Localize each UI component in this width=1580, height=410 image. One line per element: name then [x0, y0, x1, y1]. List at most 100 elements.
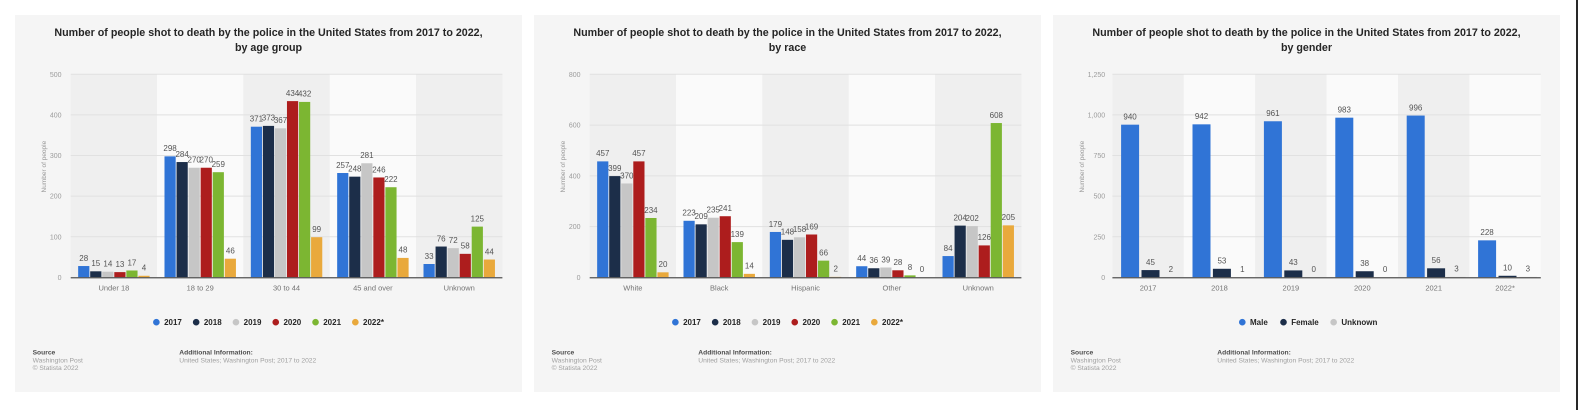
svg-text:Unknown: Unknown [1341, 318, 1377, 327]
svg-text:2017: 2017 [683, 318, 701, 327]
svg-text:500: 500 [1094, 194, 1106, 201]
svg-text:600: 600 [569, 123, 581, 130]
svg-text:Number of people: Number of people [560, 140, 567, 192]
svg-text:99: 99 [312, 225, 321, 234]
svg-text:Unknown: Unknown [444, 284, 475, 293]
svg-text:66: 66 [819, 248, 828, 257]
svg-text:2020: 2020 [283, 318, 301, 327]
svg-text:2022*: 2022* [363, 318, 385, 327]
svg-text:14: 14 [745, 262, 754, 271]
svg-text:2018: 2018 [204, 318, 222, 327]
svg-text:© Statista 2022: © Statista 2022 [1071, 364, 1117, 372]
svg-text:500: 500 [50, 72, 62, 79]
svg-text:300: 300 [50, 153, 62, 160]
svg-text:Additional Information:: Additional Information: [1217, 350, 1291, 357]
svg-text:Unknown: Unknown [963, 284, 994, 293]
svg-text:43: 43 [1289, 258, 1298, 267]
svg-text:0: 0 [577, 275, 581, 282]
svg-text:Washington Post: Washington Post [33, 357, 83, 364]
svg-text:39: 39 [881, 255, 890, 264]
svg-text:2: 2 [833, 265, 838, 274]
svg-text:United States; Washington Post: United States; Washington Post; 2017 to … [698, 357, 835, 364]
svg-text:371: 371 [250, 115, 264, 124]
svg-text:434: 434 [286, 89, 300, 98]
svg-text:Under 18: Under 18 [98, 284, 129, 293]
svg-text:Source: Source [1071, 350, 1094, 357]
svg-text:© Statista 2022: © Statista 2022 [33, 364, 79, 372]
svg-text:2017: 2017 [164, 318, 182, 327]
svg-text:248: 248 [348, 164, 362, 173]
svg-text:2020: 2020 [802, 318, 820, 327]
svg-text:Washington Post: Washington Post [552, 357, 602, 364]
svg-text:126: 126 [978, 233, 992, 242]
svg-text:139: 139 [731, 230, 745, 239]
svg-text:28: 28 [79, 254, 88, 263]
svg-text:0: 0 [58, 275, 62, 282]
svg-text:400: 400 [569, 173, 581, 180]
svg-text:2017: 2017 [1140, 284, 1157, 293]
svg-text:200: 200 [50, 194, 62, 201]
svg-text:4: 4 [142, 264, 147, 273]
svg-text:Additional Information:: Additional Information: [698, 350, 772, 357]
svg-text:234: 234 [644, 206, 658, 215]
svg-text:1,250: 1,250 [1088, 72, 1106, 79]
svg-text:370: 370 [620, 171, 634, 180]
svg-text:179: 179 [769, 220, 783, 229]
svg-text:200: 200 [569, 224, 581, 231]
svg-text:259: 259 [212, 160, 226, 169]
svg-text:45: 45 [1146, 258, 1155, 267]
svg-text:298: 298 [163, 144, 177, 153]
svg-text:400: 400 [50, 112, 62, 119]
svg-text:by race: by race [769, 42, 806, 54]
svg-text:608: 608 [990, 111, 1004, 120]
svg-text:2019: 2019 [763, 318, 781, 327]
svg-text:2022*: 2022* [1495, 284, 1515, 293]
svg-text:3: 3 [1454, 265, 1459, 274]
svg-text:33: 33 [425, 252, 434, 261]
svg-text:30 to 44: 30 to 44 [273, 284, 300, 293]
svg-text:228: 228 [1480, 228, 1494, 237]
svg-text:Hispanic: Hispanic [791, 284, 820, 293]
svg-text:2: 2 [1169, 265, 1174, 274]
svg-text:940: 940 [1123, 112, 1137, 121]
svg-text:373: 373 [262, 114, 276, 123]
svg-text:Additional Information:: Additional Information: [179, 350, 253, 357]
svg-text:© Statista 2022: © Statista 2022 [552, 364, 598, 372]
svg-text:800: 800 [569, 72, 581, 79]
svg-text:72: 72 [449, 236, 458, 245]
svg-text:Other: Other [883, 284, 902, 293]
svg-text:Source: Source [33, 350, 56, 357]
svg-text:45 and over: 45 and over [353, 284, 393, 293]
svg-text:Female: Female [1291, 318, 1319, 327]
svg-text:284: 284 [175, 150, 189, 159]
svg-text:942: 942 [1195, 112, 1209, 121]
svg-text:Black: Black [710, 284, 729, 293]
svg-text:2018: 2018 [1211, 284, 1228, 293]
svg-text:1,000: 1,000 [1088, 112, 1106, 119]
svg-text:158: 158 [793, 225, 807, 234]
svg-text:44: 44 [485, 247, 494, 256]
svg-text:46: 46 [226, 247, 235, 256]
svg-text:8: 8 [908, 263, 913, 272]
svg-text:457: 457 [596, 149, 610, 158]
svg-text:399: 399 [608, 164, 622, 173]
svg-text:125: 125 [471, 214, 485, 223]
svg-text:996: 996 [1409, 103, 1423, 112]
svg-text:76: 76 [437, 234, 446, 243]
svg-text:1: 1 [1240, 265, 1245, 274]
svg-text:3: 3 [1526, 265, 1531, 274]
svg-text:Source: Source [552, 350, 575, 357]
svg-text:281: 281 [360, 151, 374, 160]
svg-text:44: 44 [857, 254, 866, 263]
svg-text:2021: 2021 [323, 318, 341, 327]
svg-text:250: 250 [1094, 234, 1106, 241]
svg-text:235: 235 [707, 206, 721, 215]
svg-text:10: 10 [1503, 264, 1512, 273]
svg-text:14: 14 [103, 260, 112, 269]
svg-text:2018: 2018 [723, 318, 741, 327]
svg-text:20: 20 [659, 260, 668, 269]
svg-text:204: 204 [953, 213, 967, 222]
svg-text:2021: 2021 [842, 318, 860, 327]
svg-text:270: 270 [200, 156, 214, 165]
svg-text:Number of people: Number of people [1079, 140, 1086, 192]
